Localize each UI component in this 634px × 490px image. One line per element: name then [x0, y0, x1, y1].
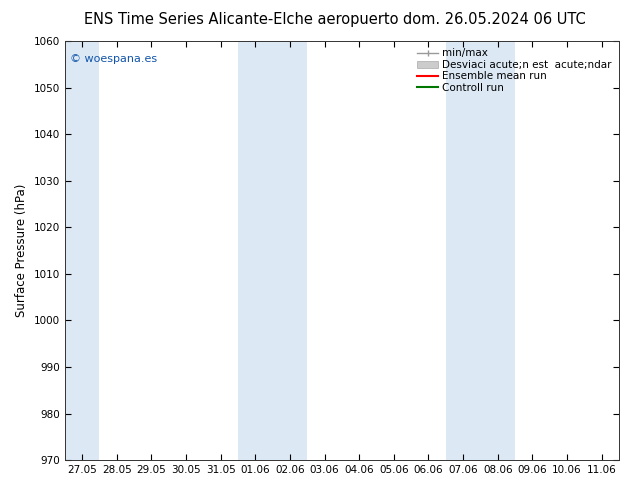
- Text: © woespana.es: © woespana.es: [70, 53, 157, 64]
- Text: dom. 26.05.2024 06 UTC: dom. 26.05.2024 06 UTC: [403, 12, 586, 27]
- Bar: [65, 41, 100, 460]
- Bar: [446, 41, 515, 460]
- Text: ENS Time Series Alicante-Elche aeropuerto: ENS Time Series Alicante-Elche aeropuert…: [84, 12, 398, 27]
- Y-axis label: Surface Pressure (hPa): Surface Pressure (hPa): [15, 184, 28, 318]
- Bar: [238, 41, 307, 460]
- Legend: min/max, Desviaci acute;n est  acute;ndar, Ensemble mean run, Controll run: min/max, Desviaci acute;n est acute;ndar…: [415, 46, 614, 95]
